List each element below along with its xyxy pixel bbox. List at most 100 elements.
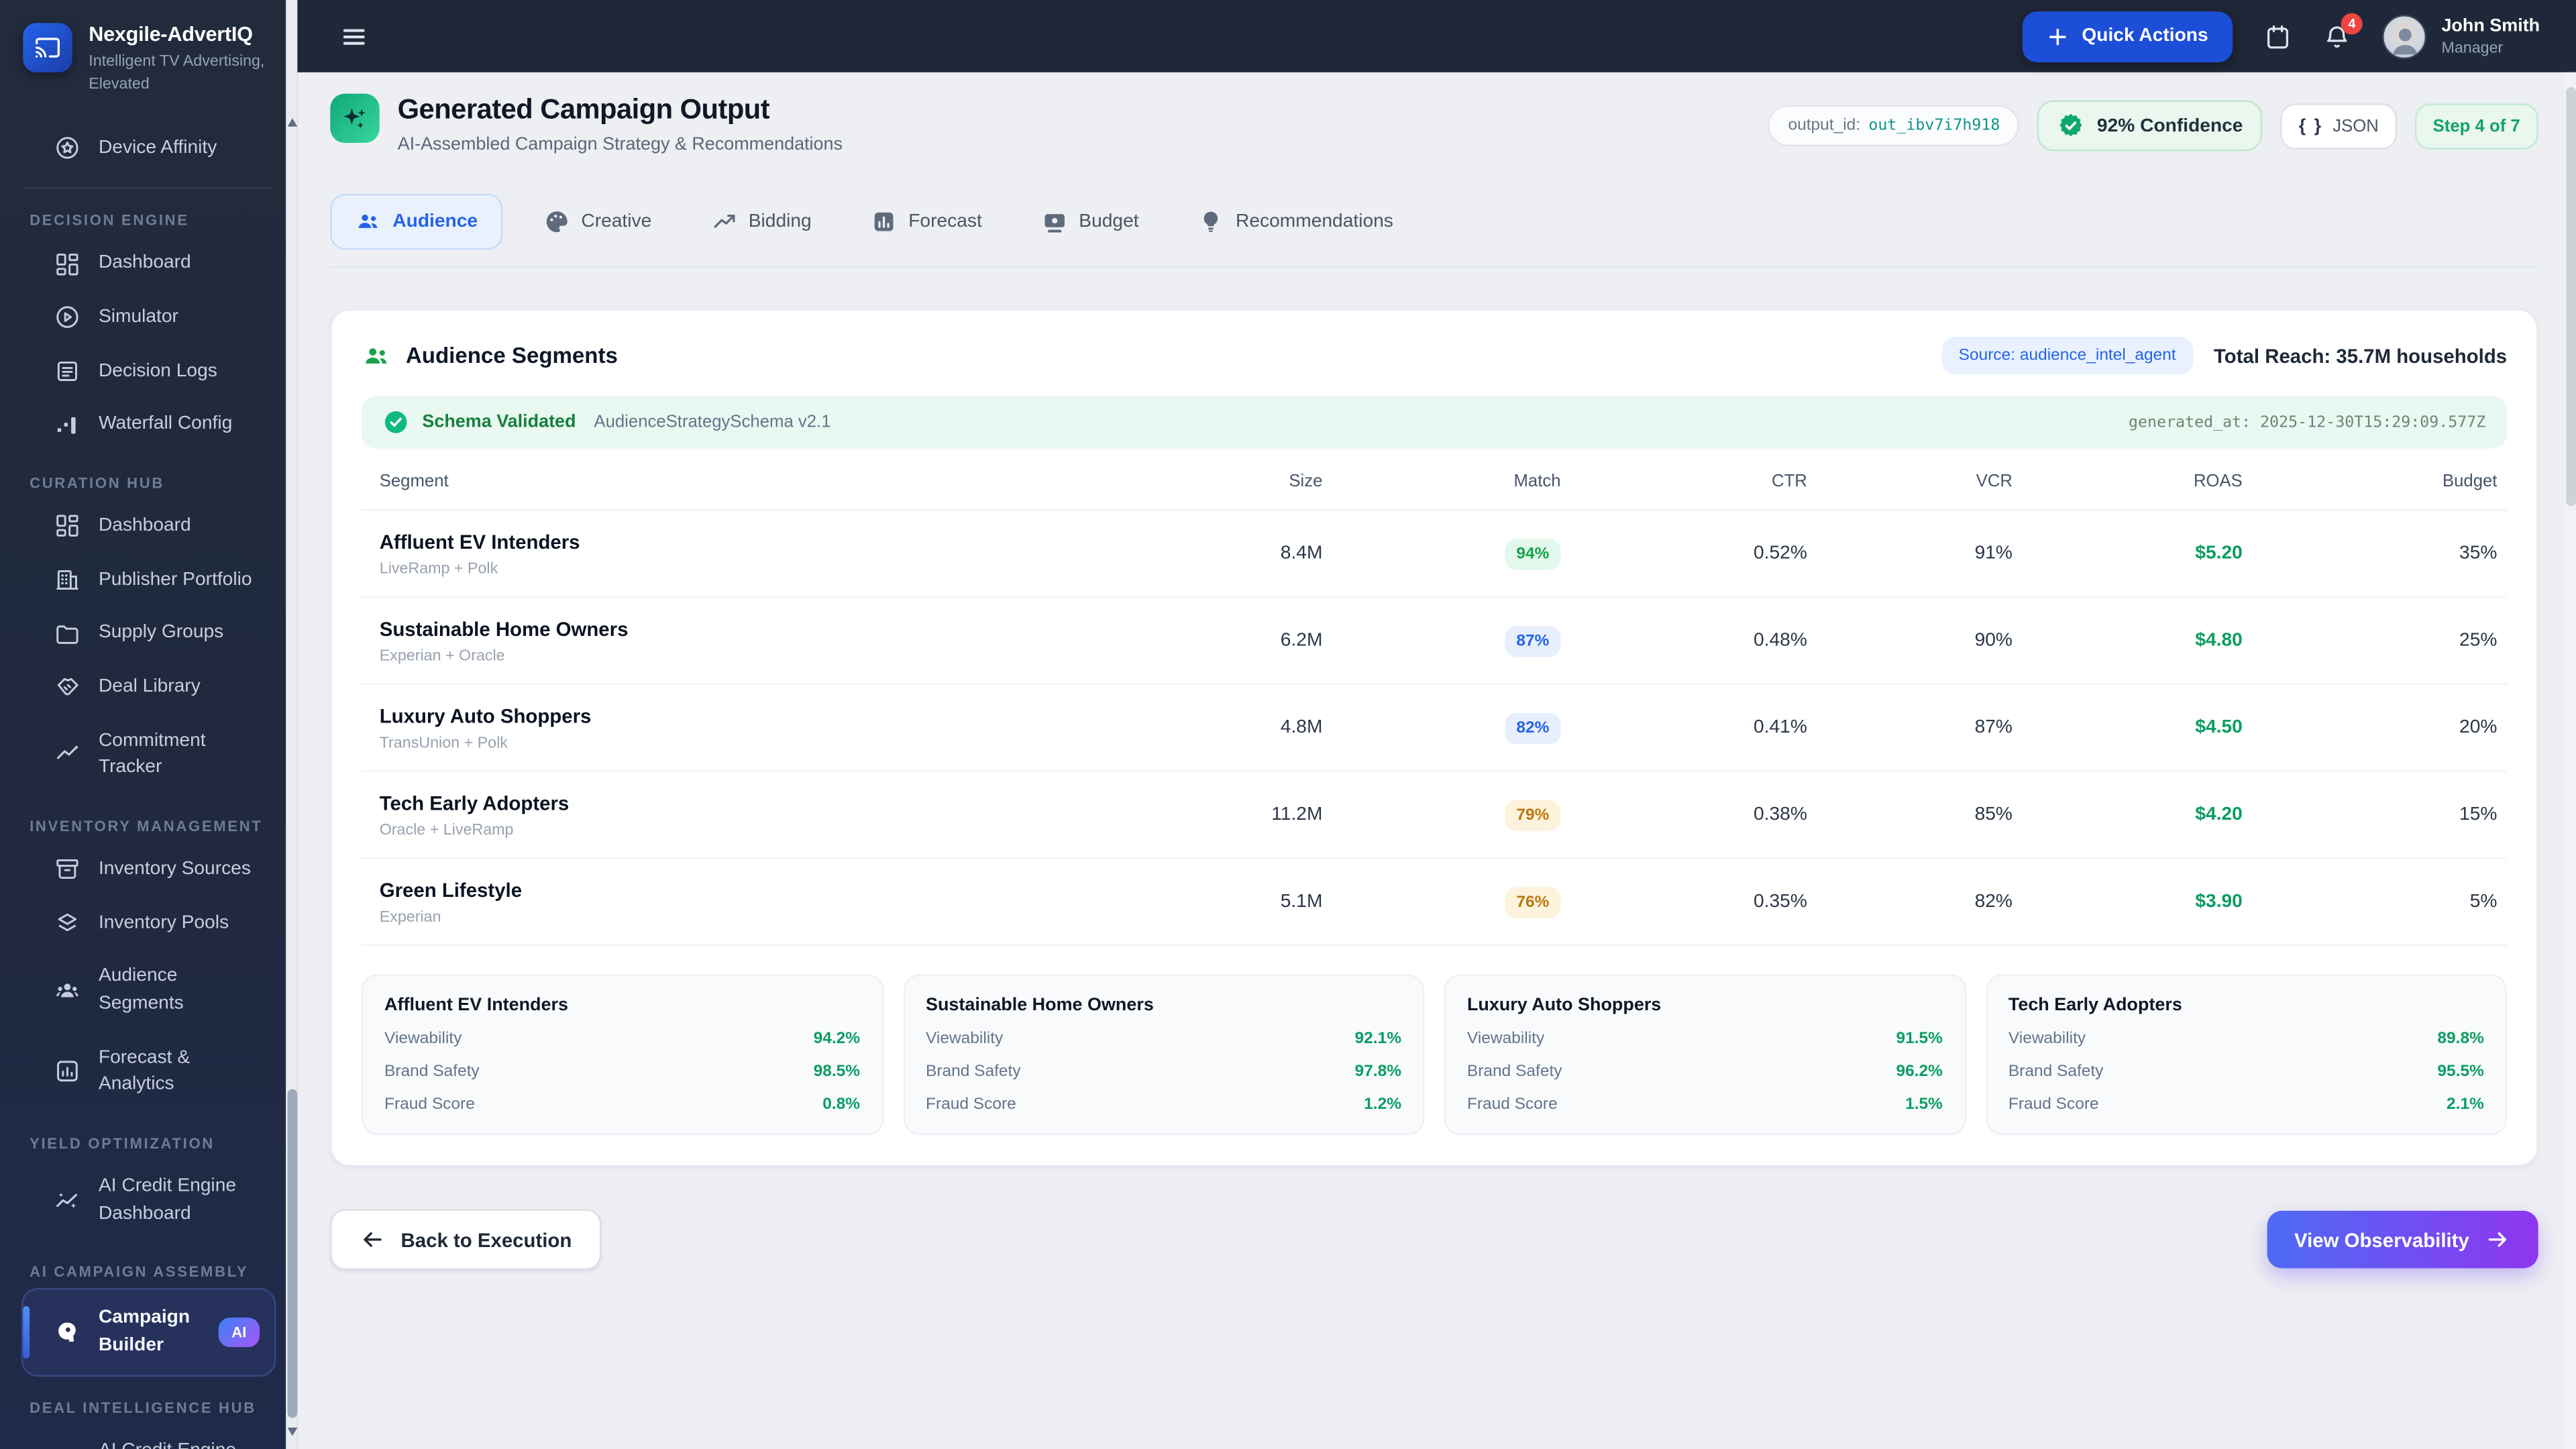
brand-subtitle: Intelligent TV Advertising, Elevated: [89, 52, 265, 95]
sidebar-item-ai-credit-engine-yield[interactable]: AI Credit Engine Dashboard: [21, 1160, 276, 1241]
sidebar-item-inventory-sources[interactable]: Inventory Sources: [21, 843, 276, 896]
braces-icon: { }: [2298, 115, 2323, 136]
back-to-execution-button[interactable]: Back to Execution: [330, 1209, 602, 1271]
calendar-icon[interactable]: [2264, 22, 2292, 50]
confidence-badge: 92% Confidence: [2037, 100, 2263, 152]
match-badge: 76%: [1505, 886, 1561, 918]
dashboard-grid-icon: [54, 250, 80, 276]
generated-at: generated_at: 2025-12-30T15:29:09.577Z: [2129, 413, 2486, 431]
table-row[interactable]: Sustainable Home Owners Experian + Oracle…: [361, 598, 2508, 686]
main-area: Quick Actions 4 John Smith Manager: [297, 0, 2576, 1449]
sidebar-item-decision-logs[interactable]: Decision Logs: [21, 344, 276, 398]
sidebar-item-dashboard[interactable]: Dashboard: [21, 237, 276, 290]
tab-bar: Audience Creative Bidding Forecast Budge…: [330, 193, 2538, 250]
layers-icon: [54, 910, 80, 936]
table-row[interactable]: Luxury Auto Shoppers TransUnion + Polk 4.…: [361, 685, 2508, 773]
quality-card: Sustainable Home Owners Viewability 92.1%…: [902, 974, 1425, 1136]
page-scrollbar[interactable]: [2564, 72, 2576, 1449]
tab-budget[interactable]: Budget: [1023, 194, 1157, 250]
quality-card: Affluent EV Intenders Viewability 94.2% B…: [361, 974, 883, 1136]
tab-creative[interactable]: Creative: [525, 194, 669, 250]
section-heading-ai-campaign-assembly: AI CAMPAIGN ASSEMBLY: [30, 1263, 249, 1281]
trend-line-icon: [54, 741, 80, 767]
users-icon: [355, 209, 381, 235]
divider: [24, 187, 273, 190]
tab-audience[interactable]: Audience: [330, 193, 502, 250]
user-name: John Smith: [2441, 15, 2540, 36]
tab-bidding[interactable]: Bidding: [692, 194, 829, 250]
scroll-down-arrow[interactable]: [287, 1428, 298, 1436]
validation-schema: AudienceStrategySchema v2.1: [594, 412, 831, 433]
sidebar-item-publisher-portfolio[interactable]: Publisher Portfolio: [21, 553, 276, 606]
section-heading-yield-optimization: YIELD OPTIMIZATION: [30, 1135, 215, 1152]
segments-table: Segment Size Match CTR VCR ROAS Budget A…: [361, 449, 2508, 947]
quality-card: Luxury Auto Shoppers Viewability 91.5% Br…: [1444, 974, 1966, 1136]
sidebar-item-campaign-builder[interactable]: Campaign Builder AI: [21, 1288, 276, 1377]
section-heading-curation-hub: CURATION HUB: [30, 474, 164, 491]
ai-badge: AI: [218, 1317, 260, 1348]
handshake-icon: [54, 674, 80, 700]
quality-card: Tech Early Adopters Viewability 89.8% Bra…: [1985, 974, 2508, 1136]
page-header: Generated Campaign Output AI-Assembled C…: [330, 93, 2538, 154]
footer-actions: Back to Execution View Observability: [330, 1209, 2538, 1271]
sidebar-item-audience-segments[interactable]: Audience Segments: [21, 950, 276, 1031]
sidebar-item-device-affinity[interactable]: Device Affinity: [21, 121, 276, 174]
building-icon: [54, 567, 80, 593]
page-scrollbar-thumb[interactable]: [2565, 87, 2575, 506]
match-badge: 94%: [1505, 538, 1561, 570]
bar-chart-icon: [54, 1059, 80, 1085]
match-badge: 79%: [1505, 799, 1561, 830]
json-button[interactable]: { } JSON: [2280, 103, 2397, 149]
sidebar-item-forecast-analytics[interactable]: Forecast & Analytics: [21, 1031, 276, 1112]
sidebar-scrollbar-thumb[interactable]: [286, 1089, 297, 1418]
sidebar-item-simulator[interactable]: Simulator: [21, 290, 276, 344]
cast-tv-icon: [34, 34, 60, 60]
brand-logo: [23, 23, 72, 72]
sidebar-item-curation-dashboard[interactable]: Dashboard: [21, 499, 276, 553]
archive-box-icon: [54, 856, 80, 882]
bell-icon: [2323, 22, 2351, 50]
section-heading-inventory-management: INVENTORY MANAGEMENT: [30, 818, 263, 835]
total-reach: Total Reach: 35.7M households: [2214, 344, 2508, 368]
output-id-value: out_ibv7i7h918: [1868, 116, 2000, 135]
sidebar: Nexgile-AdvertIQ Intelligent TV Advertis…: [0, 0, 298, 1449]
dashboard-grid-icon: [54, 513, 80, 539]
plus-icon: [2047, 25, 2069, 47]
sidebar-item-waterfall-config[interactable]: Waterfall Config: [21, 398, 276, 451]
sidebar-item-supply-groups[interactable]: Supply Groups: [21, 606, 276, 660]
hamburger-menu-icon[interactable]: [340, 22, 368, 50]
brand-title: Nexgile-AdvertIQ: [89, 23, 253, 46]
user-menu[interactable]: John Smith Manager: [2382, 13, 2540, 58]
arrow-right-icon: [2485, 1227, 2510, 1252]
check-circle-icon: [383, 409, 409, 435]
sidebar-item-inventory-pools[interactable]: Inventory Pools: [21, 896, 276, 950]
section-heading-deal-intelligence-hub: DEAL INTELLIGENCE HUB: [30, 1399, 256, 1416]
output-id-pill: output_id: out_ibv7i7h918: [1768, 105, 2020, 146]
table-row[interactable]: Affluent EV Intenders LiveRamp + Polk 8.4…: [361, 511, 2508, 598]
notifications-button[interactable]: 4: [2323, 12, 2363, 50]
scroll-up-arrow[interactable]: [287, 118, 298, 127]
sidebar-item-commitment-tracker[interactable]: Commitment Tracker: [21, 714, 276, 795]
quick-actions-button[interactable]: Quick Actions: [2023, 10, 2233, 62]
avatar: [2382, 13, 2427, 58]
users-icon: [362, 341, 391, 370]
match-badge: 87%: [1505, 625, 1561, 657]
source-badge: Source: audience_intel_agent: [1942, 337, 2193, 375]
palette-icon: [543, 209, 570, 235]
tab-forecast[interactable]: Forecast: [853, 194, 1000, 250]
sidebar-item-ai-credit-engine-deal[interactable]: AI Credit Engine Dashboard: [21, 1424, 276, 1449]
lightbulb-icon: [1198, 209, 1224, 235]
table-row[interactable]: Tech Early Adopters Oracle + LiveRamp 11.…: [361, 772, 2508, 859]
sidebar-nav: Device Affinity DECISION ENGINE Dashboar…: [0, 111, 297, 1449]
table-row[interactable]: Green Lifestyle Experian 5.1M 76% 0.35% 8…: [361, 859, 2508, 947]
match-badge: 82%: [1505, 712, 1561, 744]
sidebar-item-deal-library[interactable]: Deal Library: [21, 660, 276, 714]
view-observability-button[interactable]: View Observability: [2266, 1210, 2538, 1269]
bar-chart-square-icon: [871, 209, 897, 235]
seal-check-icon: [2057, 112, 2086, 140]
audience-segments-panel: Audience Segments Source: audience_intel…: [330, 309, 2538, 1167]
sidebar-scrollbar[interactable]: [286, 0, 298, 1449]
tab-recommendations[interactable]: Recommendations: [1180, 194, 1411, 250]
waterfall-steps-icon: [54, 412, 80, 438]
